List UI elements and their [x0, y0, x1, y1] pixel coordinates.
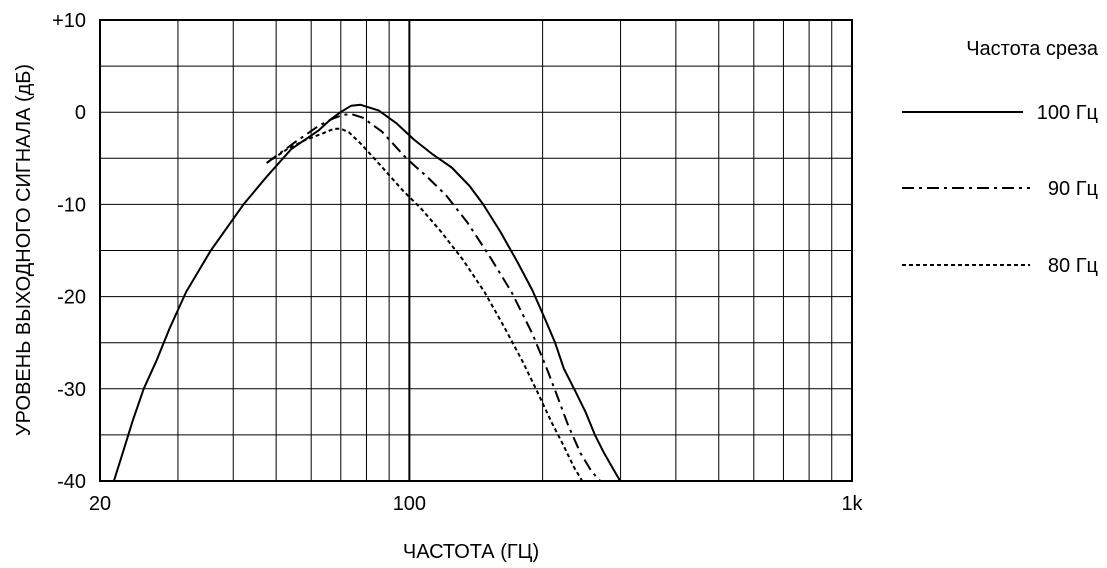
y-tick-label: 0	[75, 102, 86, 124]
y-tick-label: -20	[57, 287, 86, 309]
x-tick-label: 100	[393, 493, 426, 515]
y-tick-labels: +10 0 -10 -20 -30 -40	[52, 10, 86, 493]
y-tick-label: +10	[52, 10, 86, 32]
y-axis-label: УРОВЕНЬ ВЫХОДНОГО СИГНАЛА (дБ)	[13, 64, 35, 436]
series-line-1	[267, 114, 601, 481]
legend-title: Частота среза	[966, 38, 1099, 60]
y-tick-label: -30	[57, 379, 86, 401]
series-line-0	[114, 105, 620, 481]
x-tick-labels: 20 100 1k	[89, 493, 864, 515]
legend: Частота среза 100 Гц 90 Гц 80 Гц	[902, 38, 1099, 277]
x-tick-label: 20	[89, 493, 111, 515]
legend-label-90hz: 90 Гц	[1048, 178, 1098, 200]
grid-lines	[100, 20, 852, 481]
y-tick-label: -10	[57, 194, 86, 216]
legend-label-100hz: 100 Гц	[1037, 102, 1098, 124]
x-axis-label: ЧАСТОТА (ГЦ)	[403, 541, 539, 563]
series-line-2	[267, 129, 583, 481]
series-lines	[114, 105, 620, 481]
y-tick-label: -40	[57, 471, 86, 493]
x-tick-label: 1k	[841, 493, 863, 515]
legend-label-80hz: 80 Гц	[1048, 255, 1098, 277]
